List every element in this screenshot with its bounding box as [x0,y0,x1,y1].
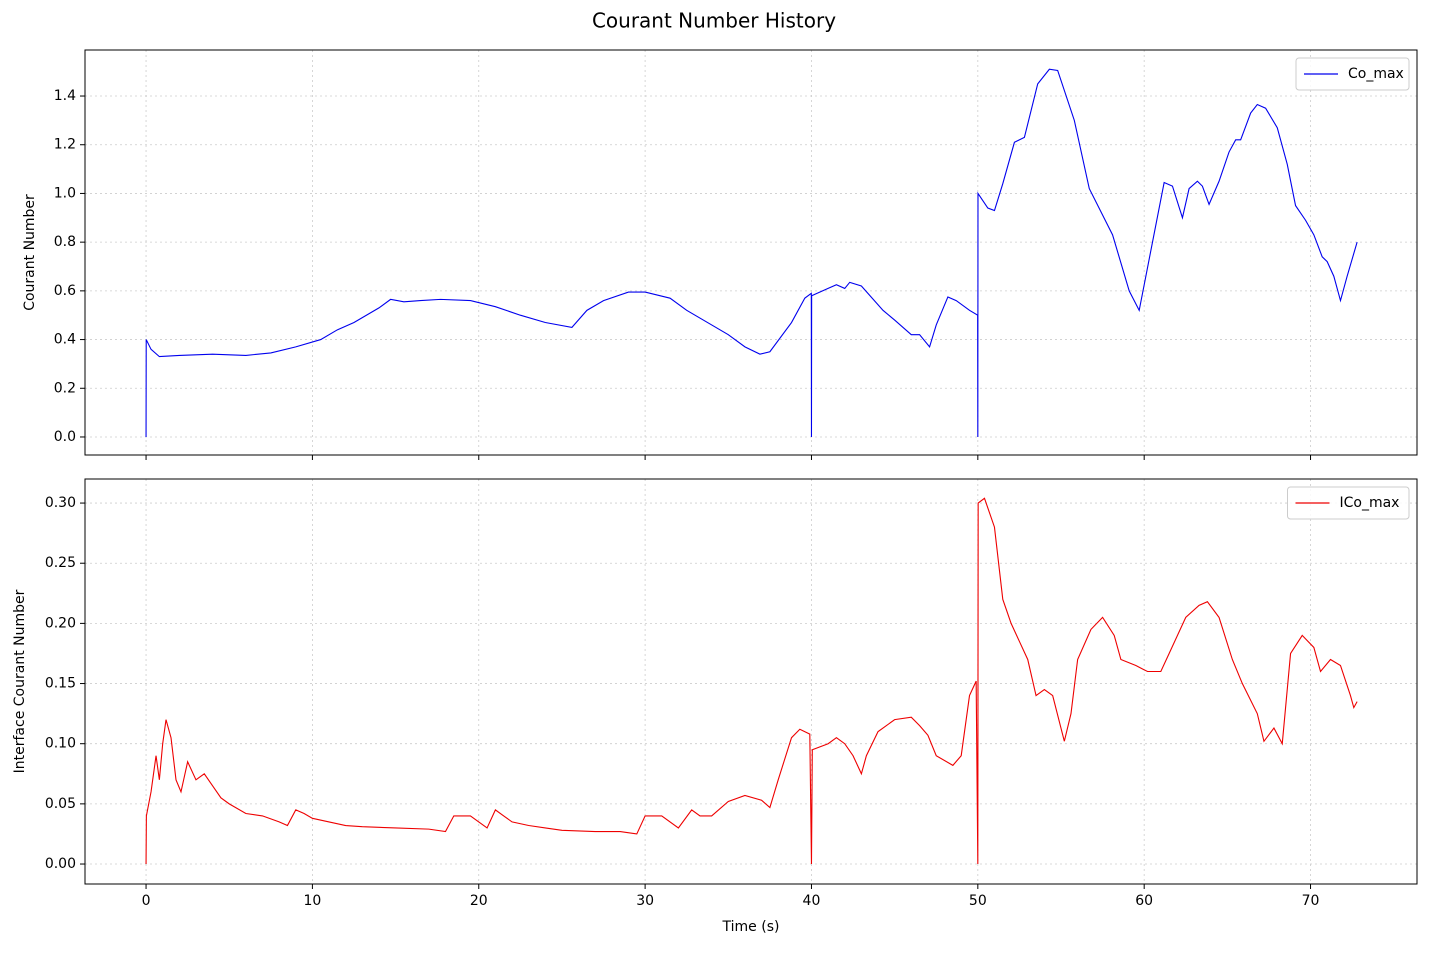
y-tick-label: 0.15 [45,676,76,692]
y-tick-label: 0.8 [54,234,76,250]
y-tick-label: 0.05 [45,796,76,812]
y-tick-label: 0.6 [54,283,76,299]
y-tick-label: 1.4 [54,88,76,104]
series-group [145,68,1358,437]
y-tick-label: 0.20 [45,615,76,631]
series-group [145,497,1358,865]
y-tick-label: 1.2 [54,137,76,153]
x-tick-label: 70 [1302,893,1320,909]
legend: Co_max [1295,57,1410,91]
legend: ICo_max [1287,486,1410,520]
x-tick-label: 60 [1135,893,1153,909]
x-tick-label: 50 [969,893,987,909]
y-axis-label: Courant Number [22,194,38,311]
figure-title: Courant Number History [592,9,836,33]
axes-frame [84,478,1418,885]
y-tick-label: 0.25 [45,555,76,571]
y-tick-label: 0.2 [54,380,76,396]
y-tick-label: 1.0 [54,185,76,201]
series-line [145,497,1358,865]
y-tick-label: 0.0 [54,429,76,445]
y-tick-label: 0.10 [45,736,76,752]
legend-label: ICo_max [1340,495,1400,511]
y-tick-label: 0.00 [45,856,76,872]
series-line [145,68,1358,437]
legend-label: Co_max [1348,66,1404,82]
y-tick-label: 0.30 [45,495,76,511]
plot-area: 0.0 0.2 0.4 0.6 0.8 1.0 1.2 1.4 Courant Number [22,49,1418,460]
x-tick-label: 30 [636,893,654,909]
legend-box [1295,57,1410,91]
y-tick-label: 0.4 [54,332,76,348]
x-axis-label: Time (s) [722,919,780,935]
plot-area: 0.00 0.05 0.10 0.15 0.20 0.25 0.30 0 10 20 30 40 50 6… [12,478,1418,935]
x-tick-label: 0 [142,893,151,909]
x-tick-label: 10 [303,893,321,909]
x-tick-label: 40 [803,893,821,909]
x-tick-label: 20 [470,893,488,909]
y-axis-label: Interface Courant Number [12,589,28,773]
legend-box [1287,486,1410,520]
axes-frame [84,49,1418,456]
